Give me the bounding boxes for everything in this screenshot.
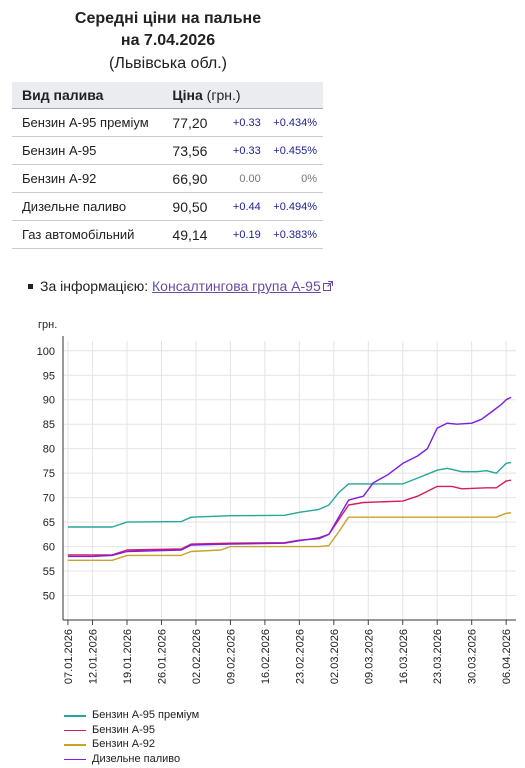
bullet-icon (28, 284, 33, 289)
table-row: Бензин А-95 преміум 77,20 +0.33 +0.434% (12, 108, 323, 137)
page-date: на 7.04.2026 (120, 32, 216, 49)
external-link-icon (322, 281, 333, 291)
legend-label: Дизельне паливо (92, 752, 181, 765)
x-tick-label: 06.04.2026 (501, 629, 513, 684)
series-line (67, 396, 512, 558)
series-line (67, 461, 512, 528)
table-row: Бензин А-92 66,90 0.00 0% (12, 164, 323, 193)
price-change: +0.19 (218, 220, 261, 249)
x-tick-label: 16.03.2026 (398, 629, 410, 684)
fuel-name: Бензин А-92 (12, 164, 165, 193)
series-line (67, 479, 512, 556)
legend-label: Бензин А-95 (92, 723, 155, 736)
price-change: +0.33 (218, 136, 261, 165)
x-tick-label: 09.02.2026 (225, 629, 237, 684)
fuel-price: 73,56 (164, 136, 219, 165)
x-tick-label: 02.02.2026 (191, 629, 203, 684)
y-tick-label: 80 (43, 444, 55, 456)
legend-item: Бензин А-95 (64, 723, 199, 738)
fuel-price: 77,20 (164, 108, 219, 137)
x-tick-label: 12.01.2026 (88, 629, 100, 684)
legend-item: Бензин А-95 преміум (64, 708, 199, 723)
y-tick-label: 100 (37, 346, 55, 358)
y-tick-label: 95 (43, 370, 55, 382)
header-price-label: Ціна (172, 87, 203, 103)
y-tick-label: 65 (43, 517, 55, 529)
price-change-percent: +0.494% (260, 192, 323, 221)
fuel-price: 90,50 (164, 192, 219, 221)
fuel-name: Дизельне паливо (12, 192, 165, 221)
legend-swatch (64, 758, 86, 760)
price-change: +0.33 (218, 108, 261, 137)
y-tick-label: 70 (43, 493, 55, 505)
legend-label: Бензин А-95 преміум (92, 709, 200, 721)
header-fuel-type: Вид палива (12, 82, 165, 109)
y-tick-label: 75 (43, 468, 55, 480)
fuel-price: 66,90 (164, 164, 219, 193)
x-tick-label: 02.03.2026 (329, 629, 341, 684)
source-prefix: За інформацією: (40, 278, 153, 294)
legend-item: Дизельне паливо (64, 752, 199, 767)
legend-label: Бензин А-92 (92, 738, 155, 750)
table-row: Дизельне паливо 90,50 +0.44 +0.494% (12, 192, 323, 221)
fuel-price-chart: 50 55 60 65 70 75 80 85 90 95 100 07.01.2026 12.01.2… (37, 319, 516, 684)
x-tick-label: 26.01.2026 (156, 629, 168, 684)
price-change: +0.44 (218, 192, 261, 221)
x-tick-label: 16.02.2026 (260, 629, 272, 684)
y-tick-label: 50 (43, 591, 55, 603)
price-change-percent: +0.434% (260, 108, 323, 137)
fuel-name: Бензин А-95 (12, 136, 165, 165)
header-price: Ціна (грн.) (164, 82, 323, 109)
page-title: Середні ціни на пальне (74, 10, 262, 27)
x-tick-label: 19.01.2026 (122, 629, 134, 684)
legend-item: Бензин А-92 (64, 737, 199, 752)
price-change-percent: 0% (260, 164, 323, 193)
source-link[interactable]: Консалтингова група А-95 (152, 278, 321, 294)
price-change-percent: +0.383% (260, 220, 323, 249)
legend-swatch (64, 744, 86, 746)
table-row: Бензин А-95 73,56 +0.33 +0.455% (12, 136, 323, 165)
legend-swatch (64, 729, 86, 731)
fuel-name: Газ автомобільний (12, 220, 165, 249)
fuel-price: 49,14 (164, 220, 219, 249)
x-tick-label: 23.03.2026 (432, 629, 444, 684)
fuel-name: Бензин А-95 преміум (12, 108, 165, 137)
chart-legend: Бензин А-95 преміум Бензин А-95 Бензин А… (64, 708, 199, 766)
page-region: (Львівська обл.) (108, 55, 228, 72)
source-note: За інформацією: Консалтингова група А-95 (28, 277, 333, 295)
x-tick-label: 23.02.2026 (294, 629, 306, 684)
x-tick-label: 09.03.2026 (363, 629, 375, 684)
header-price-unit: (грн.) (206, 87, 241, 103)
table-row: Газ автомобільний 49,14 +0.19 +0.383% (12, 220, 323, 249)
y-axis-label: грн. (38, 319, 57, 331)
fuel-price-table: Вид палива Ціна (грн.) Бензин А-95 премі… (12, 82, 323, 249)
y-tick-label: 55 (43, 566, 55, 578)
table-header-row: Вид палива Ціна (грн.) (12, 82, 323, 109)
price-change: 0.00 (218, 164, 261, 193)
legend-swatch (64, 715, 86, 717)
y-tick-label: 85 (43, 419, 55, 431)
x-tick-label: 07.01.2026 (63, 629, 75, 684)
price-change-percent: +0.455% (260, 136, 323, 165)
y-tick-label: 90 (43, 395, 55, 407)
series-line (67, 512, 512, 561)
y-tick-label: 60 (43, 542, 55, 554)
x-tick-label: 30.03.2026 (467, 629, 479, 684)
